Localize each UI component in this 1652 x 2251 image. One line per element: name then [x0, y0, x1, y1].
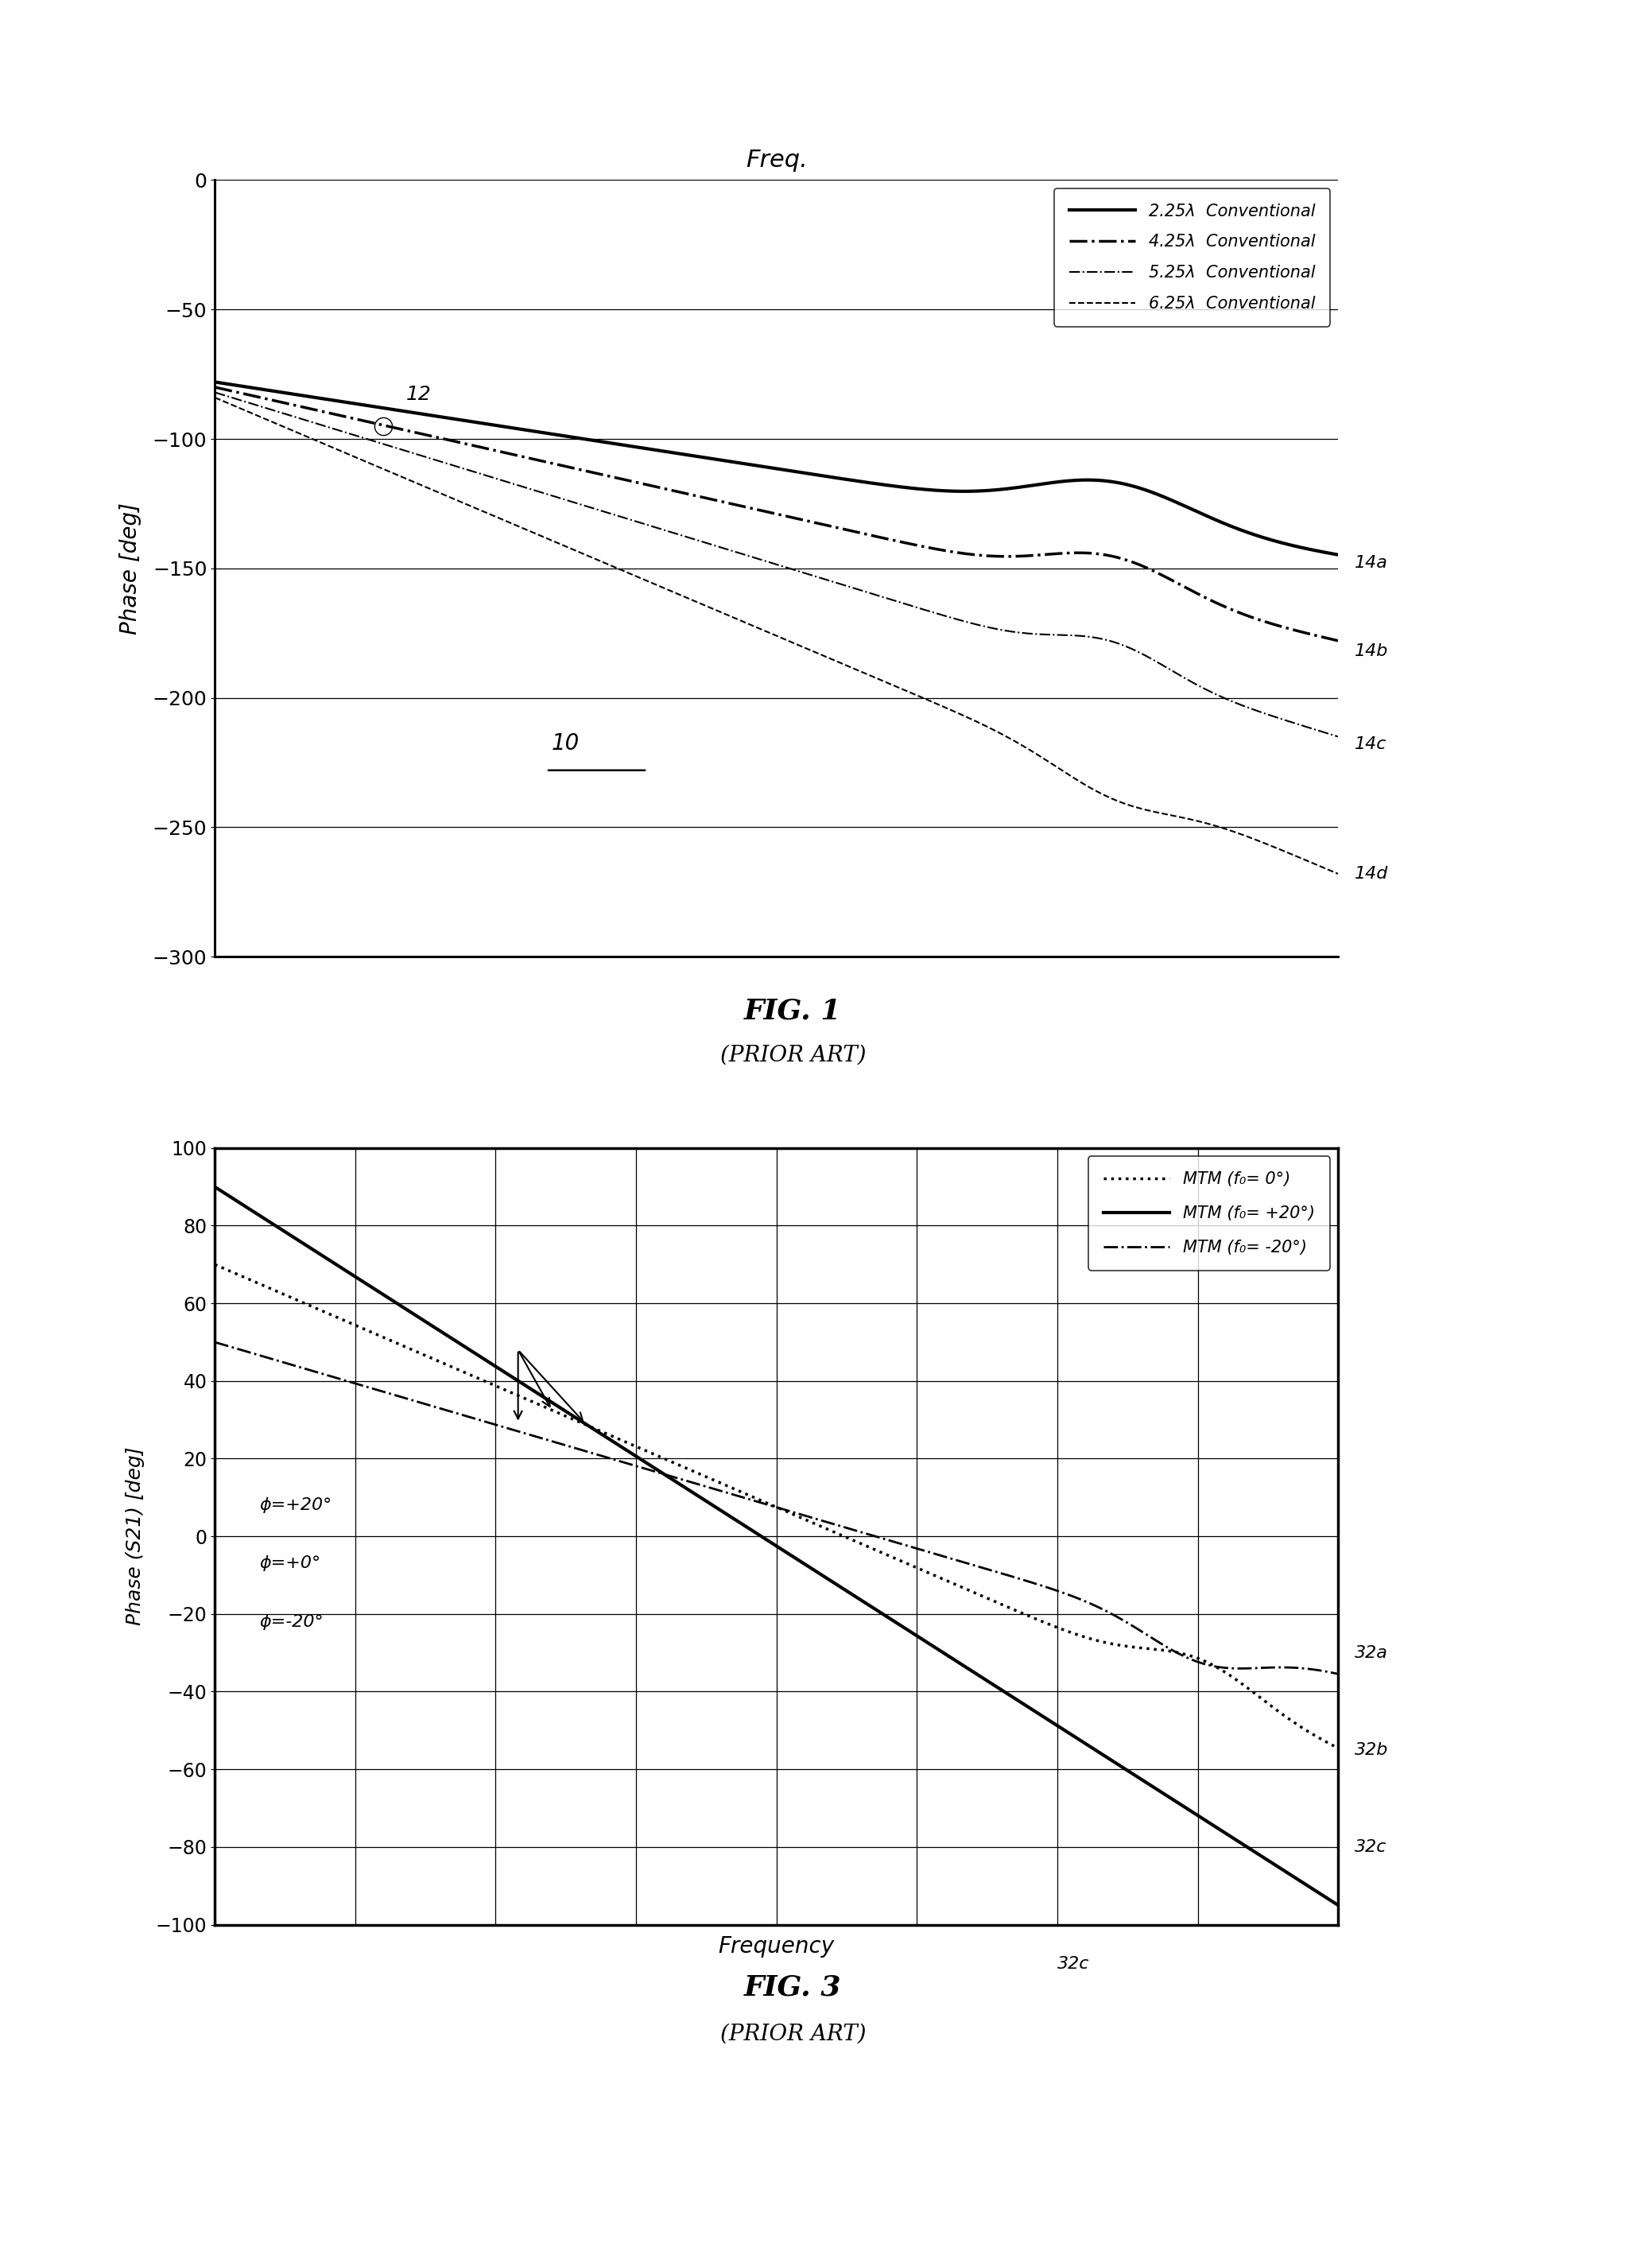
X-axis label: Frequency: Frequency: [719, 1936, 834, 1958]
Title: Freq.: Freq.: [745, 149, 808, 171]
Text: 14c: 14c: [1355, 736, 1388, 752]
Text: ϕ=-20°: ϕ=-20°: [259, 1614, 324, 1630]
Text: 12: 12: [406, 385, 431, 405]
Text: 32c: 32c: [1355, 1839, 1388, 1855]
Text: 32b: 32b: [1355, 1742, 1389, 1758]
Text: 32c: 32c: [1057, 1956, 1089, 1972]
Text: 32a: 32a: [1355, 1645, 1388, 1661]
Legend: 2.25λ  Conventional, 4.25λ  Conventional, 5.25λ  Conventional, 6.25λ  Convention: 2.25λ Conventional, 4.25λ Conventional, …: [1054, 189, 1330, 326]
Legend: MTM (f₀= 0°), MTM (f₀= +20°), MTM (f₀= -20°): MTM (f₀= 0°), MTM (f₀= +20°), MTM (f₀= -…: [1089, 1157, 1330, 1270]
Text: FIG. 1: FIG. 1: [745, 997, 841, 1024]
Text: ϕ=+0°: ϕ=+0°: [259, 1555, 320, 1571]
Text: (PRIOR ART): (PRIOR ART): [720, 1044, 866, 1067]
Text: 10: 10: [552, 732, 580, 754]
Text: 14d: 14d: [1355, 867, 1389, 882]
Text: 14b: 14b: [1355, 644, 1389, 660]
Text: FIG. 3: FIG. 3: [745, 1974, 841, 2001]
Text: (PRIOR ART): (PRIOR ART): [720, 2024, 866, 2046]
Text: ϕ=+20°: ϕ=+20°: [259, 1497, 332, 1513]
Text: 14a: 14a: [1355, 556, 1388, 572]
Y-axis label: Phase (S21) [deg]: Phase (S21) [deg]: [126, 1447, 145, 1625]
Y-axis label: Phase [deg]: Phase [deg]: [119, 502, 142, 635]
